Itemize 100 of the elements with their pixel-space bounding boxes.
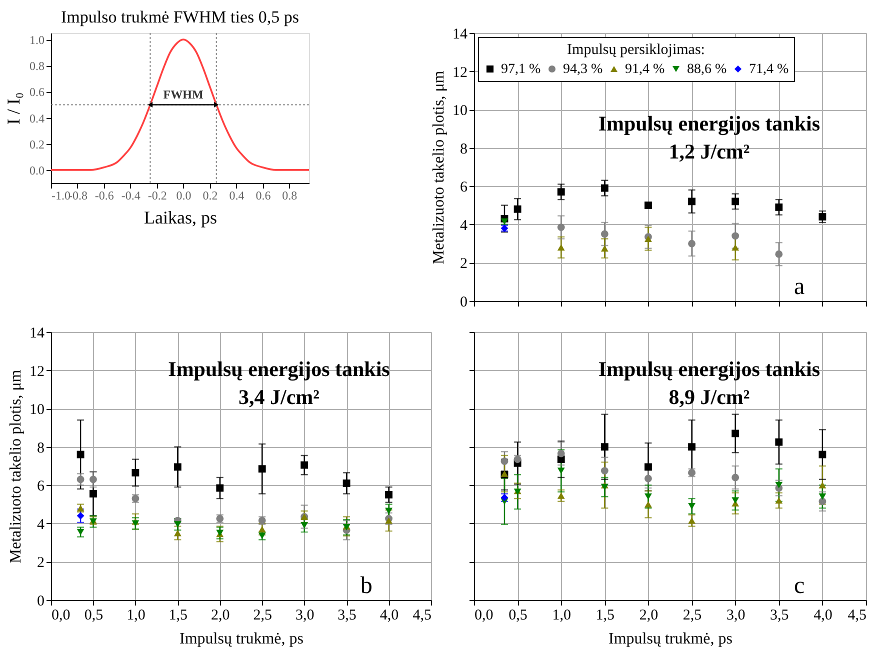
- x-tick-label: 2,0: [211, 608, 230, 624]
- text: Impulsų energijos tankis 8,9 J/cm²: [598, 356, 820, 409]
- x-tick-label: 0,0: [474, 608, 494, 624]
- point: [775, 250, 783, 258]
- y-tick-label: 14: [452, 26, 468, 42]
- x-tick-label: 0,0: [52, 608, 70, 624]
- point: [600, 245, 608, 252]
- point: [90, 490, 97, 498]
- x-tick-label: -0.8: [68, 188, 88, 202]
- point: [385, 508, 392, 514]
- point: [732, 497, 740, 504]
- x-tick-label: 3,0: [295, 608, 314, 624]
- y-tick-label: 10: [452, 103, 468, 120]
- x-tick-label: 4,0: [814, 608, 832, 624]
- point: [600, 443, 608, 451]
- y-tick-label: 12: [452, 64, 468, 81]
- y-tick-label: 14: [30, 326, 45, 342]
- point: [258, 526, 266, 532]
- point: [732, 198, 740, 206]
- y-tick-label: 2: [460, 256, 468, 272]
- point: [732, 474, 740, 482]
- y-tick-label: 6: [460, 180, 468, 196]
- y-tick-label: 1.0: [30, 33, 44, 48]
- point: [732, 430, 740, 438]
- x-tick-label: 0,5: [84, 608, 104, 624]
- point: [76, 528, 84, 536]
- annotation: b: [360, 573, 372, 599]
- point: [258, 465, 266, 473]
- x-axis-title: Impulsų trukmė, ps: [608, 630, 732, 648]
- point: [76, 476, 84, 484]
- annotation: FWHM: [163, 88, 204, 102]
- point: [600, 184, 608, 192]
- x-tick-label: 3,5: [338, 608, 356, 624]
- x-tick-label: 0.0: [176, 188, 192, 202]
- point: [300, 522, 308, 529]
- point: [600, 230, 608, 238]
- point: [600, 467, 608, 474]
- point: [688, 198, 696, 206]
- point: [174, 463, 182, 471]
- point: [557, 244, 565, 251]
- legend-label: 94,3 %: [563, 62, 603, 77]
- x-tick-label: 3,5: [770, 608, 789, 624]
- point: [174, 521, 182, 528]
- point: [385, 491, 392, 498]
- y-axis-title: I / I₀: [4, 92, 24, 125]
- point: [514, 205, 522, 213]
- point: [557, 188, 565, 196]
- point: [732, 244, 740, 251]
- x-tick-label: 1,0: [126, 608, 146, 624]
- y-tick-label: 0.2: [30, 137, 44, 152]
- chart-title: Impulso trukmė FWHM ties 0,5 ps: [61, 8, 299, 26]
- y-tick-label: 0.0: [30, 163, 44, 178]
- x-tick-label: 1,0: [552, 608, 571, 624]
- x-tick-label: 0.6: [256, 188, 271, 202]
- x-axis-title: Impulsų trukmė, ps: [180, 630, 304, 648]
- point: [818, 482, 826, 488]
- legend-label: 97,1 %: [501, 62, 541, 77]
- text: Impulsų energijos tankis 1,2 J/cm²: [598, 111, 820, 164]
- x-tick-label: 2,5: [253, 608, 272, 624]
- y-tick-label: 0.8: [30, 59, 44, 74]
- x-tick-label: 1,5: [596, 608, 615, 624]
- x-tick-label: 0,5: [508, 608, 528, 624]
- point: [216, 484, 224, 492]
- x-tick-label: 2,5: [682, 608, 702, 624]
- y-tick-label: 8: [37, 440, 44, 456]
- x-tick-label: -0.6: [94, 188, 114, 202]
- line-series: [50, 38, 310, 171]
- point: [775, 203, 783, 211]
- point: [76, 450, 84, 458]
- x-tick-label: 3,0: [726, 608, 746, 624]
- point: [557, 468, 565, 474]
- point: [775, 438, 783, 446]
- x-tick-label: -1.0: [52, 188, 70, 202]
- x-tick-label: 0.2: [202, 188, 218, 202]
- y-tick-label: 0: [37, 594, 44, 610]
- y-axis-title: Metalizuoto takelio plotis, μm: [430, 70, 448, 264]
- y-tick-label: 8: [460, 141, 468, 158]
- point: [732, 232, 740, 240]
- x-tick-label: -0.2: [148, 188, 167, 202]
- point: [90, 476, 97, 484]
- point: [818, 498, 826, 506]
- point: [644, 463, 652, 471]
- point: [76, 512, 84, 520]
- point: [644, 236, 652, 242]
- annotation: c: [794, 573, 805, 599]
- point: [342, 480, 350, 487]
- x-tick-label: 4,0: [380, 608, 399, 624]
- y-tick-label: 0.4: [30, 111, 44, 126]
- point: [688, 443, 696, 451]
- point: [644, 493, 652, 500]
- x-tick-label: 4,5: [848, 608, 866, 624]
- legend-label: 88,6 %: [687, 62, 727, 77]
- point: [688, 240, 696, 248]
- point: [688, 517, 696, 524]
- point: [775, 497, 783, 504]
- point: [300, 461, 308, 469]
- point: [818, 213, 826, 220]
- point: [644, 202, 652, 209]
- point: [644, 474, 652, 482]
- y-tick-label: 4: [460, 218, 468, 234]
